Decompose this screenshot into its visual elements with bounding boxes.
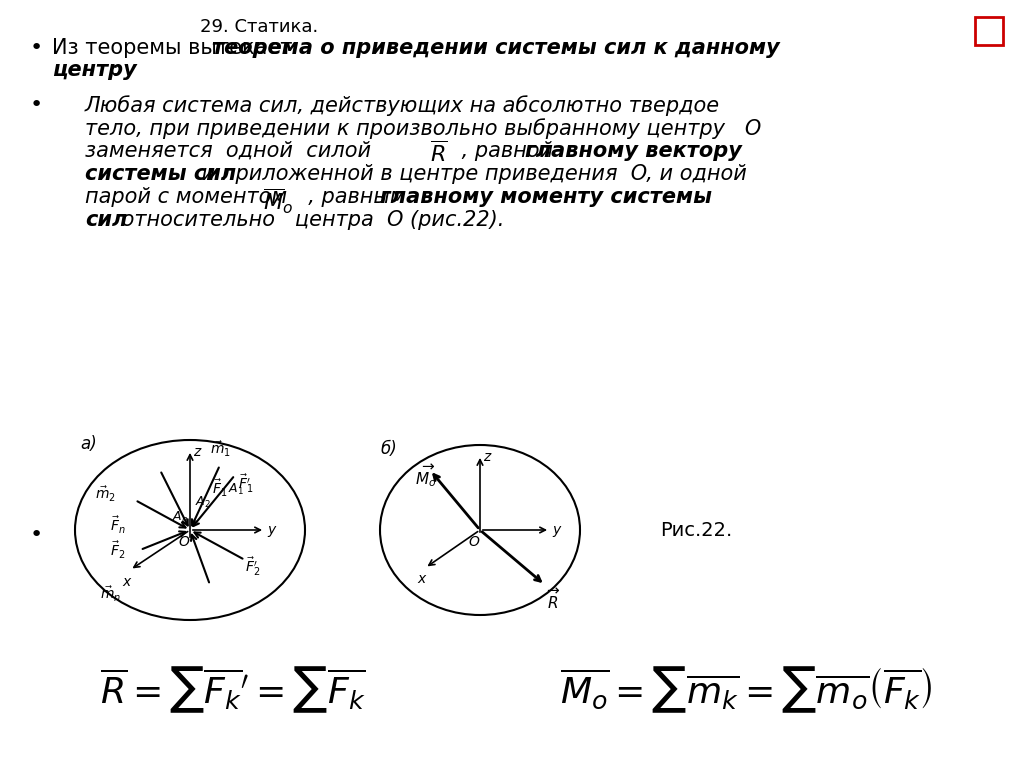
Text: а): а) bbox=[80, 435, 96, 453]
Text: системы сил: системы сил bbox=[85, 164, 237, 184]
Text: $\overline{R}$: $\overline{R}$ bbox=[430, 141, 447, 166]
Text: y: y bbox=[267, 523, 275, 537]
Text: $A_n$: $A_n$ bbox=[172, 510, 188, 525]
Text: y: y bbox=[552, 523, 560, 537]
Text: $\overline{M}_o$: $\overline{M}_o$ bbox=[263, 187, 293, 216]
Text: O: O bbox=[468, 535, 479, 549]
Text: x: x bbox=[122, 575, 130, 589]
Text: парой с моментом: парой с моментом bbox=[85, 187, 300, 207]
Text: и приложенной в центре приведения  O, и одной: и приложенной в центре приведения O, и о… bbox=[195, 164, 746, 184]
Text: б): б) bbox=[380, 440, 396, 458]
Text: главному вектору: главному вектору bbox=[525, 141, 741, 161]
Text: $\overrightarrow{M_o}$: $\overrightarrow{M_o}$ bbox=[415, 462, 436, 489]
Text: •: • bbox=[30, 95, 43, 115]
Text: x: x bbox=[417, 572, 425, 586]
Text: •: • bbox=[30, 38, 43, 58]
Text: сил: сил bbox=[85, 210, 127, 230]
Text: $\vec{F}_2$: $\vec{F}_2$ bbox=[110, 540, 125, 561]
Text: , равным: , равным bbox=[295, 187, 413, 207]
Text: $\vec{m}_2$: $\vec{m}_2$ bbox=[95, 485, 116, 504]
Text: :: : bbox=[112, 60, 119, 80]
Text: $A_1$: $A_1$ bbox=[228, 482, 244, 497]
Text: заменяется  одной  силой: заменяется одной силой bbox=[85, 141, 384, 161]
Text: 29. Статика.: 29. Статика. bbox=[200, 18, 318, 36]
Text: $\vec{F}_n$: $\vec{F}_n$ bbox=[110, 515, 126, 536]
Text: $\vec{F}_1$: $\vec{F}_1$ bbox=[212, 478, 227, 499]
Text: Из теоремы вытекает: Из теоремы вытекает bbox=[52, 38, 299, 58]
Text: тело, при приведении к произвольно выбранному центру   O: тело, при приведении к произвольно выбра… bbox=[85, 118, 761, 139]
Text: •: • bbox=[30, 525, 43, 545]
Text: O: O bbox=[178, 535, 188, 549]
Text: Рис.22.: Рис.22. bbox=[660, 521, 732, 539]
Text: , равной: , равной bbox=[455, 141, 560, 161]
Text: $\vec{F}_1'$: $\vec{F}_1'$ bbox=[238, 472, 253, 495]
Text: $\overline{R} = \sum \overline{F_k}^{\prime} = \sum \overline{F_k}$: $\overline{R} = \sum \overline{F_k}^{\pr… bbox=[100, 665, 366, 716]
Text: теорема о приведении системы сил к данному: теорема о приведении системы сил к данно… bbox=[212, 38, 779, 58]
Text: z: z bbox=[193, 445, 201, 459]
Text: z: z bbox=[483, 450, 490, 464]
Text: $\vec{F}_2'$: $\vec{F}_2'$ bbox=[245, 555, 260, 578]
Text: Любая система сил, действующих на абсолютно твердое: Любая система сил, действующих на абсолю… bbox=[85, 95, 720, 116]
Text: $\overrightarrow{R}$: $\overrightarrow{R}$ bbox=[547, 588, 561, 612]
Text: $\vec{m}_1$: $\vec{m}_1$ bbox=[210, 440, 230, 459]
Text: $\vec{m}_n$: $\vec{m}_n$ bbox=[100, 585, 121, 604]
Text: $\overline{M_o} = \sum \overline{m_k} = \sum \overline{m_o}\left(\overline{F_k}\: $\overline{M_o} = \sum \overline{m_k} = … bbox=[560, 665, 932, 716]
Text: $A_2$: $A_2$ bbox=[195, 495, 211, 510]
Text: относительно   центра  O (рис.22).: относительно центра O (рис.22). bbox=[115, 210, 505, 230]
Text: центру: центру bbox=[52, 60, 137, 80]
Text: главному моменту системы: главному моменту системы bbox=[380, 187, 712, 207]
